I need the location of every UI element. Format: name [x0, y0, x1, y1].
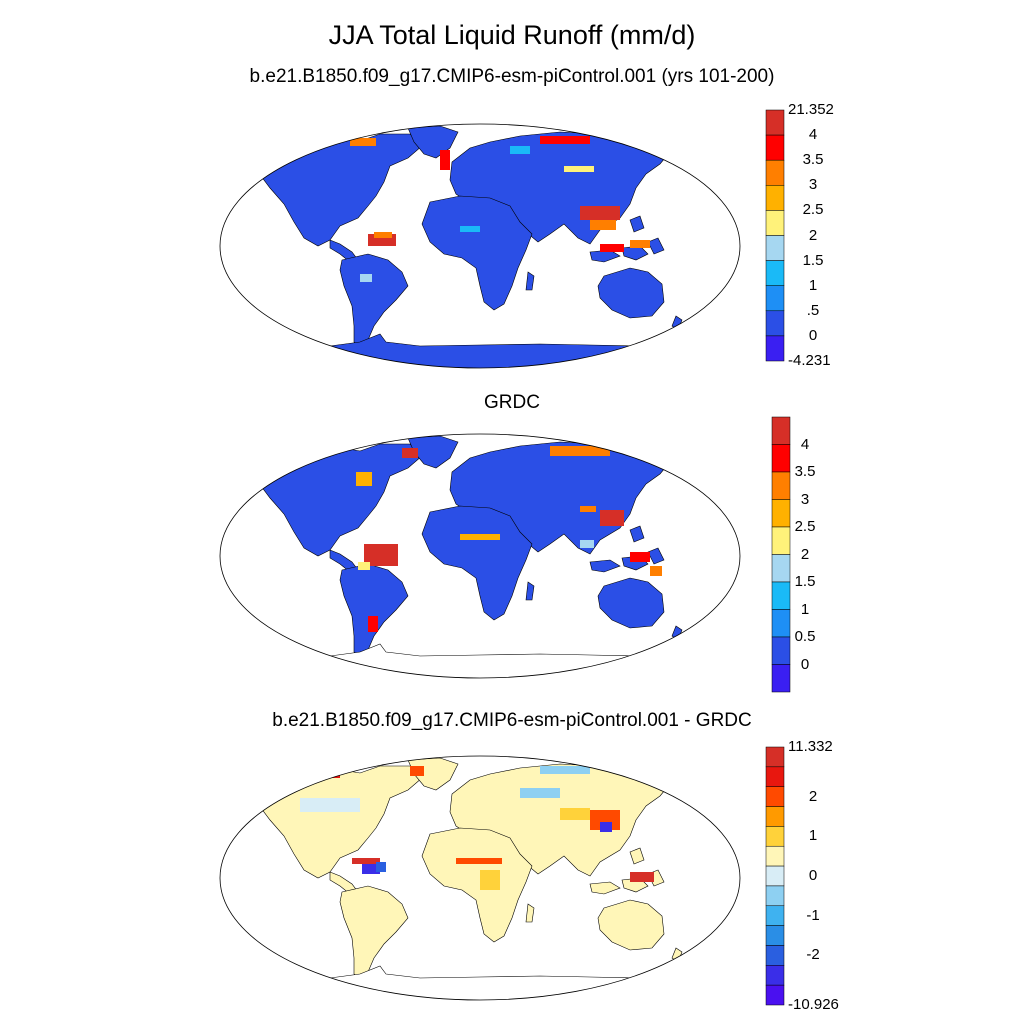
colorbar-swatch: [765, 945, 785, 966]
colorbar-tick-label: 0: [808, 326, 818, 344]
colorbar-swatch: [765, 965, 785, 986]
colorbar-tick-label: 1: [800, 600, 810, 618]
colorbar-tick-label: 0: [800, 655, 810, 673]
colorbar-swatch: [765, 806, 785, 827]
colorbar-swatch: [765, 134, 785, 161]
colorbar-max-label: 21.352: [788, 101, 834, 118]
map-panel-3: [219, 755, 741, 1001]
colorbar-swatch: [765, 925, 785, 946]
colorbar-swatch: [765, 310, 785, 337]
colorbar-swatch: [765, 786, 785, 807]
colorbar-swatch: [765, 885, 785, 907]
colorbar-swatch: [765, 235, 785, 261]
colorbar-swatch: [765, 826, 785, 847]
colorbar-tick-label: -1: [806, 906, 820, 924]
colorbar-swatch: [765, 285, 785, 312]
colorbar-swatch: [765, 260, 785, 286]
colorbar-swatch: [765, 984, 785, 1006]
colorbar-swatch: [765, 865, 785, 887]
colorbar-tick-label: 2: [808, 226, 818, 244]
colorbar-min-label: -4.231: [788, 352, 831, 369]
colorbar-tick-label: 0: [808, 867, 818, 884]
colorbar-tick-label: 2: [808, 787, 818, 805]
colorbar-tick-label: 3: [808, 176, 818, 194]
colorbar-swatch: [765, 905, 785, 926]
colorbar-tick-label: 1.5: [794, 573, 816, 590]
map-panel-1: [219, 123, 741, 369]
colorbar-swatch: [765, 109, 785, 136]
colorbar-swatch: [765, 746, 785, 768]
colorbar-tick-label: -2: [806, 946, 820, 964]
colorbar-swatch: [765, 159, 785, 186]
colorbar-swatch: [765, 766, 785, 787]
colorbar-tick-label: 4: [808, 126, 818, 144]
colorbar-tick-label: 1: [808, 827, 818, 845]
panel-1-subtitle: b.e21.B1850.f09_g17.CMIP6-esm-piControl.…: [249, 66, 775, 87]
colorbar-tick-label: 0.5: [794, 628, 816, 645]
colorbar-tick-label: 3.5: [802, 151, 824, 169]
colorbar-max-label: 11.332: [788, 738, 833, 755]
colorbar-tick-label: 3: [800, 490, 810, 508]
main-title: JJA Total Liquid Runoff (mm/d): [328, 20, 696, 50]
colorbar-tick-label: 3.5: [794, 463, 816, 480]
colorbar-swatch: [765, 845, 785, 867]
colorbar-panel-2: [771, 416, 791, 693]
colorbar-swatch: [765, 335, 785, 362]
map-panel-2: [219, 433, 741, 679]
colorbar-tick-label: .5: [806, 301, 820, 319]
colorbar-panel-1: [765, 109, 785, 362]
colorbar-panel-3: [765, 746, 785, 1006]
colorbar-swatch: [765, 185, 785, 211]
colorbar-tick-label: 2: [800, 545, 810, 563]
colorbar-swatch: [771, 664, 791, 693]
panel-2-subtitle: GRDC: [484, 392, 540, 413]
colorbar-tick-label: 2.5: [802, 201, 824, 219]
colorbar-tick-label: 1: [808, 276, 818, 294]
colorbar-min-label: -10.926: [788, 996, 839, 1013]
colorbar-tick-label: 1.5: [802, 251, 824, 269]
colorbar-swatch: [765, 210, 785, 236]
panel-3-subtitle: b.e21.B1850.f09_g17.CMIP6-esm-piControl.…: [272, 710, 752, 731]
colorbar-tick-label: 2.5: [794, 518, 816, 535]
colorbar-tick-label: 4: [800, 435, 810, 453]
